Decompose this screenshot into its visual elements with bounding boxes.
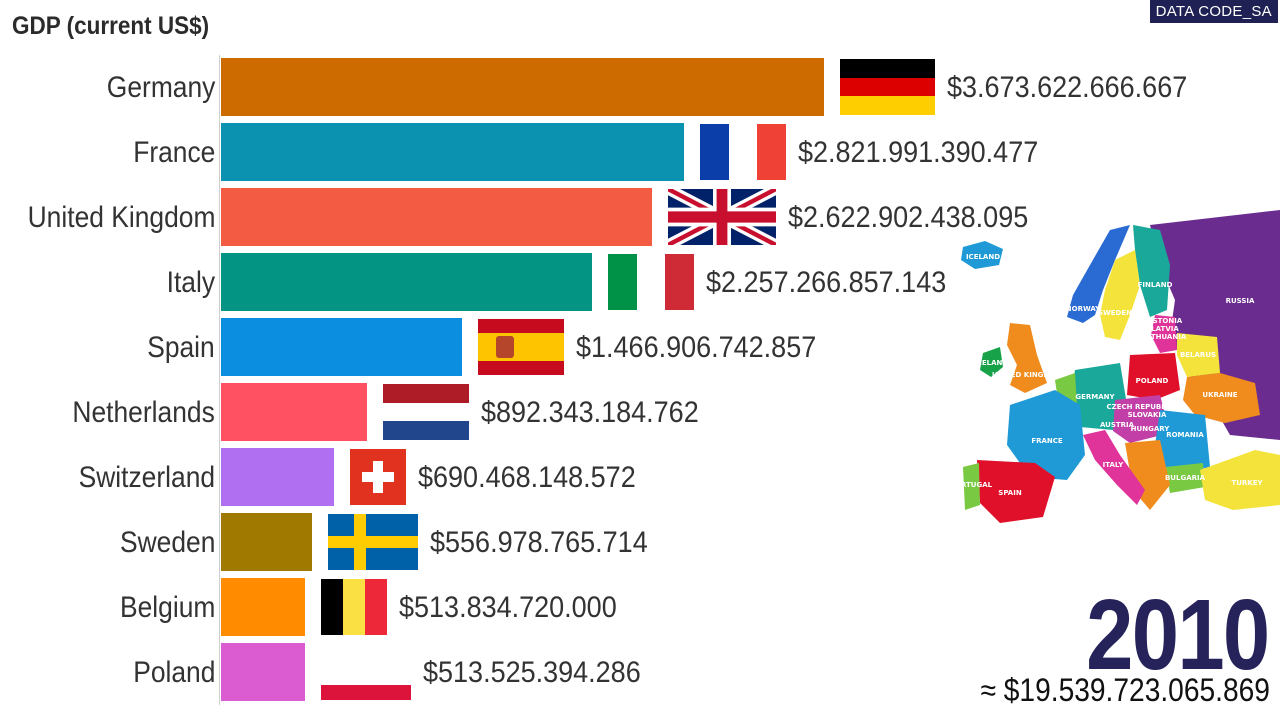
germany-flag-icon — [840, 59, 935, 115]
bar-netherlands — [221, 383, 367, 441]
svg-text:SPAIN: SPAIN — [998, 489, 1022, 497]
bar-row-italy: Italy $2.257.266.857.143 — [0, 253, 1280, 313]
united-kingdom-flag-icon — [668, 189, 776, 245]
svg-text:SWEDEN: SWEDEN — [1098, 309, 1132, 317]
country-label: Belgium — [119, 591, 215, 624]
bar-switzerland — [221, 448, 334, 506]
svg-text:PORTUGAL: PORTUGAL — [955, 481, 993, 489]
country-label: United Kingdom — [27, 201, 215, 234]
total-label: ≈ $19.539.723.065.869 — [980, 672, 1270, 708]
bar-row-switzerland: Switzerland $690.468.148.572 — [0, 448, 1280, 508]
value-label: $513.834.720.000 — [399, 591, 617, 624]
svg-text:TURKEY: TURKEY — [1231, 479, 1263, 487]
bar-spain — [221, 318, 462, 376]
svg-text:NORWAY: NORWAY — [1066, 305, 1101, 313]
svg-text:ROMANIA: ROMANIA — [1166, 431, 1204, 439]
chart-title: GDP (current US$) — [12, 12, 210, 40]
svg-text:HUNGARY: HUNGARY — [1131, 425, 1171, 433]
spain-flag-icon — [478, 319, 564, 375]
axis-line — [219, 55, 220, 705]
svg-text:BELARUS: BELARUS — [1180, 351, 1216, 359]
value-label: $2.821.991.390.477 — [798, 136, 1039, 169]
svg-text:BULGARIA: BULGARIA — [1165, 474, 1206, 482]
poland-flag-icon — [321, 670, 411, 700]
svg-text:ITALY: ITALY — [1103, 461, 1125, 469]
svg-text:LATVIA: LATVIA — [1151, 325, 1179, 333]
bar-italy — [221, 253, 592, 311]
value-label: $2.257.266.857.143 — [706, 266, 947, 299]
svg-text:LITHUANIA: LITHUANIA — [1144, 333, 1187, 341]
country-label: Switzerland — [78, 461, 215, 494]
year-label: 2010 — [1085, 579, 1270, 691]
value-label: $2.622.902.438.095 — [788, 201, 1029, 234]
bar-united-kingdom — [221, 188, 652, 246]
value-label: $3.673.622.666.667 — [947, 71, 1188, 104]
svg-text:ESTONIA: ESTONIA — [1148, 317, 1183, 325]
bar-row-spain: Spain $1.466.906.742.857 — [0, 318, 1280, 378]
country-label: Poland — [132, 656, 215, 689]
bar-row-germany: Germany $3.673.622.666.667 — [0, 58, 1280, 118]
svg-text:IRELAND: IRELAND — [974, 359, 1009, 367]
svg-text:SLOVAKIA: SLOVAKIA — [1128, 411, 1167, 419]
europe-map-icon: ICELAND NORWAY SWEDEN FINLAND RUSSIA EST… — [955, 210, 1280, 523]
value-label: $513.525.394.286 — [423, 656, 641, 689]
svg-text:UKRAINE: UKRAINE — [1202, 391, 1237, 399]
svg-text:POLAND: POLAND — [1136, 377, 1169, 385]
country-label: Netherlands — [72, 396, 215, 429]
bar-germany — [221, 58, 824, 116]
bar-row-poland: Poland $513.525.394.286 — [0, 643, 1280, 703]
france-flag-icon — [700, 124, 786, 180]
sweden-flag-icon — [328, 514, 418, 570]
bar-row-france: France $2.821.991.390.477 — [0, 123, 1280, 183]
netherlands-flag-icon — [383, 384, 469, 440]
bar-belgium — [221, 578, 305, 636]
bar-sweden — [221, 513, 312, 571]
bar-row-belgium: Belgium $513.834.720.000 — [0, 578, 1280, 638]
bar-row-united-kingdom: United Kingdom $2.622.902.438.095 — [0, 188, 1280, 248]
svg-text:ICELAND: ICELAND — [966, 253, 1000, 261]
country-label: Spain — [147, 331, 215, 364]
belgium-flag-icon — [321, 579, 387, 635]
value-label: $1.466.906.742.857 — [576, 331, 817, 364]
bar-france — [221, 123, 684, 181]
switzerland-flag-icon — [350, 449, 406, 505]
value-label: $690.468.148.572 — [418, 461, 636, 494]
italy-flag-icon — [608, 254, 694, 310]
svg-text:RUSSIA: RUSSIA — [1226, 297, 1255, 305]
country-label: Sweden — [119, 526, 215, 559]
svg-text:UNITED KINGDOM: UNITED KINGDOM — [992, 371, 1062, 379]
bar-row-sweden: Sweden $556.978.765.714 — [0, 513, 1280, 573]
value-label: $892.343.184.762 — [481, 396, 699, 429]
bar-row-netherlands: Netherlands $892.343.184.762 — [0, 383, 1280, 443]
value-label: $556.978.765.714 — [430, 526, 648, 559]
svg-text:AUSTRIA: AUSTRIA — [1100, 421, 1135, 429]
svg-text:CZECH REPUBLIC: CZECH REPUBLIC — [1107, 403, 1174, 411]
svg-text:FINLAND: FINLAND — [1138, 281, 1173, 289]
svg-text:GERMANY: GERMANY — [1075, 393, 1115, 401]
country-label: Italy — [166, 266, 215, 299]
svg-text:FRANCE: FRANCE — [1031, 437, 1063, 445]
country-label: Germany — [106, 71, 215, 104]
country-label: France — [132, 136, 215, 169]
bar-poland — [221, 643, 305, 701]
brand-badge: DATA CODE_SA — [1149, 0, 1278, 23]
